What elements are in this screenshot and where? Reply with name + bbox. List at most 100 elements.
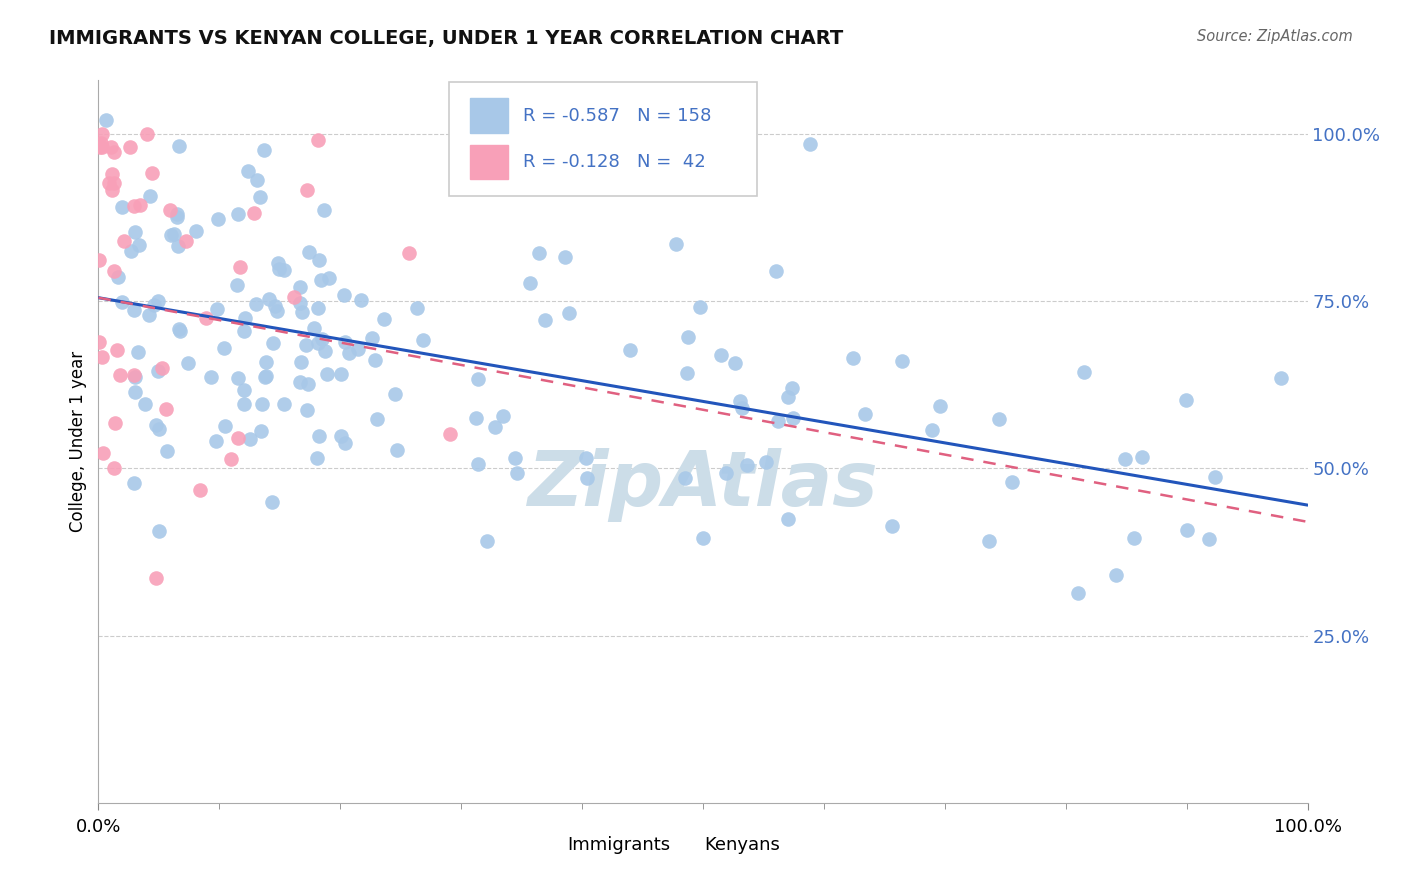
Point [361, 331, 384, 345]
Point [273, 397, 295, 411]
Point [163, 227, 186, 241]
Point [219, 451, 242, 466]
Point [765, 264, 787, 278]
Point [311, 332, 333, 346]
Point [330, 429, 353, 443]
Point [782, 411, 804, 425]
Point [891, 353, 914, 368]
Point [239, 432, 262, 446]
Point [128, 237, 150, 252]
Point [122, 368, 145, 382]
Point [554, 250, 576, 264]
Point [91, 445, 114, 459]
Point [142, 298, 165, 312]
Point [979, 533, 1001, 548]
Point [527, 246, 550, 260]
Point [145, 417, 167, 432]
Point [200, 370, 222, 384]
Point [398, 245, 420, 260]
Point [880, 519, 903, 533]
Point [728, 393, 751, 408]
Point [842, 351, 865, 365]
Point [492, 409, 515, 424]
Point [776, 512, 799, 526]
Point [665, 237, 688, 252]
Point [267, 256, 290, 270]
Point [232, 383, 254, 397]
Point [475, 533, 498, 548]
Point [295, 184, 318, 198]
Y-axis label: College, Under 1 year: College, Under 1 year [69, 351, 87, 533]
Point [1000, 475, 1022, 489]
Point [384, 387, 406, 401]
Point [329, 368, 352, 382]
Point [134, 397, 156, 411]
Point [314, 202, 336, 217]
Point [112, 234, 135, 248]
Bar [664, 831, 696, 859]
Point [576, 470, 599, 484]
Point [406, 301, 429, 316]
Point [337, 346, 360, 360]
Point [768, 414, 790, 428]
Point [118, 140, 141, 154]
Point [714, 466, 737, 480]
Point [186, 224, 208, 238]
Point [467, 458, 489, 472]
Point [136, 127, 159, 141]
Point [307, 336, 329, 351]
Text: Kenyans: Kenyans [704, 837, 780, 855]
Point [1198, 532, 1220, 546]
Bar [470, 98, 509, 133]
Point [94, 113, 117, 128]
Point [108, 368, 131, 383]
Point [246, 173, 269, 187]
Point [1123, 531, 1146, 545]
Point [333, 288, 356, 302]
Point [273, 263, 295, 277]
Point [214, 419, 236, 434]
Point [243, 205, 266, 219]
Point [439, 426, 461, 441]
Point [264, 299, 287, 313]
Point [124, 225, 146, 239]
Point [104, 416, 127, 430]
Point [250, 424, 273, 438]
Point [145, 571, 167, 585]
Bar [527, 831, 560, 859]
Point [333, 436, 356, 450]
Point [139, 189, 162, 203]
Text: Immigrants: Immigrants [568, 837, 671, 855]
Point [298, 244, 321, 259]
Point [575, 451, 598, 466]
Point [226, 431, 249, 445]
Point [228, 260, 250, 274]
Point [291, 304, 314, 318]
Point [318, 270, 340, 285]
Point [253, 143, 276, 157]
Point [1073, 366, 1095, 380]
Point [619, 343, 641, 357]
Point [676, 366, 699, 380]
Point [253, 369, 276, 384]
Point [166, 210, 188, 224]
Point [294, 337, 316, 351]
Point [150, 361, 173, 376]
Point [148, 422, 170, 436]
Point [100, 168, 122, 182]
Point [1067, 586, 1090, 600]
Point [503, 450, 526, 465]
Point [724, 355, 747, 369]
Point [254, 355, 277, 369]
Point [226, 371, 249, 385]
Point [316, 367, 339, 381]
Text: IMMIGRANTS VS KENYAN COLLEGE, UNDER 1 YEAR CORRELATION CHART: IMMIGRANTS VS KENYAN COLLEGE, UNDER 1 YE… [49, 29, 844, 47]
Point [558, 305, 581, 319]
Point [166, 239, 188, 253]
Point [373, 311, 395, 326]
Point [103, 177, 125, 191]
Point [250, 397, 273, 411]
Point [236, 163, 259, 178]
Point [262, 494, 284, 508]
Point [233, 397, 256, 411]
